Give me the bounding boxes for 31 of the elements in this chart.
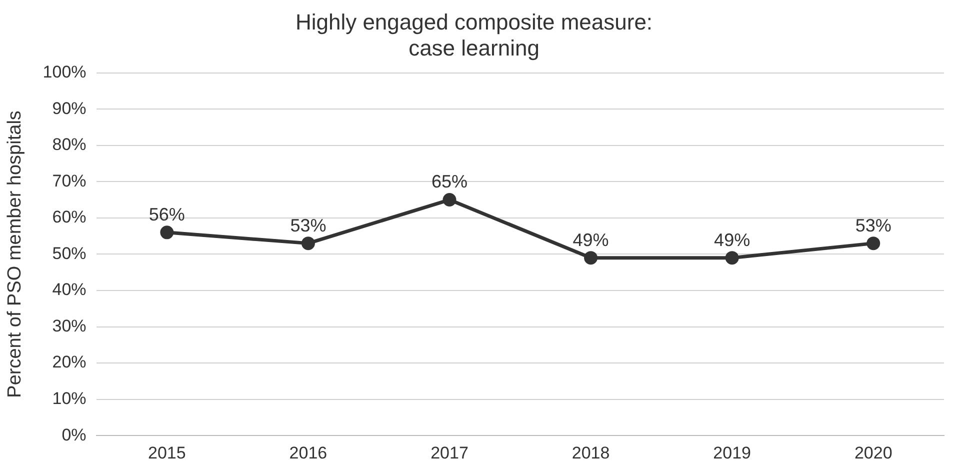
x-tick-label: 2018: [572, 443, 610, 462]
data-label: 56%: [148, 204, 185, 224]
data-label: 49%: [572, 230, 609, 250]
y-tick-label: 50%: [52, 244, 86, 263]
x-tick-label: 2016: [289, 443, 328, 462]
x-tick-label: 2017: [430, 443, 468, 462]
point: [442, 193, 456, 207]
y-tick-label: 40%: [52, 280, 86, 300]
y-tick-label: 10%: [52, 389, 86, 408]
y-tick-label: 80%: [52, 135, 86, 154]
chart-title: Highly engaged composite measure: case learning: [295, 9, 653, 61]
x-tick-label: 2015: [148, 443, 186, 462]
y-tick-label: 100%: [42, 62, 86, 82]
point: [301, 236, 315, 250]
point: [160, 226, 174, 240]
y-tick-label: 60%: [52, 208, 86, 227]
y-tick-label: 90%: [52, 98, 86, 118]
data-label: 53%: [290, 215, 326, 236]
data-label: 49%: [714, 230, 750, 250]
point: [584, 251, 598, 265]
y-tick-label: 0%: [62, 425, 86, 444]
y-tick-label: 20%: [52, 352, 86, 372]
point: [866, 236, 880, 250]
x-tick-label: 2019: [713, 443, 751, 462]
point: [725, 251, 739, 265]
y-tick-label: 70%: [52, 171, 86, 190]
x-tick-label: 2020: [854, 443, 892, 462]
y-tick-label: 30%: [52, 316, 86, 336]
data-label: 53%: [855, 215, 892, 236]
data-label: 65%: [431, 172, 468, 192]
y-axis-title: Percent of PSO member hospitals: [4, 110, 26, 398]
